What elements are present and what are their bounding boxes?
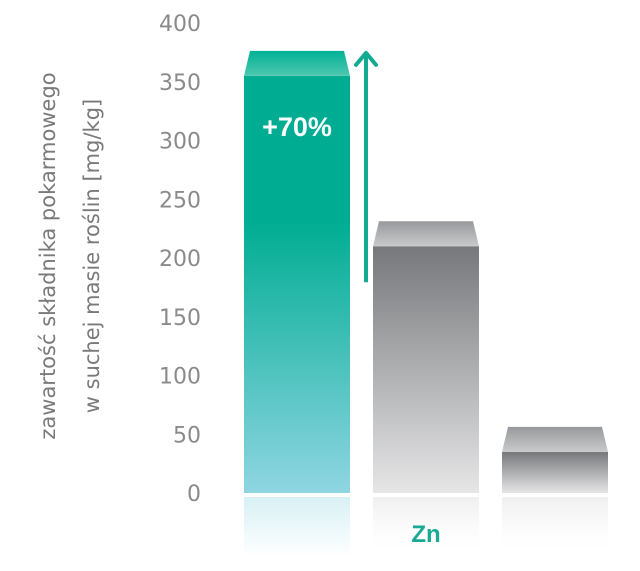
y-tick-label: 150 — [159, 306, 201, 331]
x-category-label: Zn — [411, 521, 440, 548]
bars — [244, 50, 608, 493]
bar-reflections — [244, 497, 608, 557]
bar — [502, 451, 608, 493]
y-tick-label: 0 — [187, 482, 201, 507]
y-tick-label: 400 — [159, 12, 201, 37]
y-tick-label: 250 — [159, 188, 201, 213]
increase-annotation: +70% — [262, 112, 332, 142]
bar-top-cap — [244, 50, 350, 76]
bar-top-cap — [502, 426, 608, 452]
increase-arrow-icon — [354, 50, 378, 283]
bar-reflection — [502, 497, 608, 557]
y-axis-ticks: 400 350 300 250 200 150 100 50 0 — [159, 12, 201, 507]
y-axis-label-line-2: w suchej masie roślin [mg/kg] — [80, 99, 104, 413]
bar-top-cap — [373, 221, 479, 247]
y-tick-label: 300 — [159, 130, 201, 155]
y-tick-label: 50 — [173, 423, 201, 448]
bar-reflection — [373, 497, 479, 557]
y-tick-label: 200 — [159, 247, 201, 272]
y-tick-label: 100 — [159, 365, 201, 390]
y-axis-label: zawartość składnika pokarmowego w suchej… — [36, 72, 104, 439]
y-tick-label: 350 — [159, 71, 201, 96]
bar-reflection — [244, 497, 350, 557]
y-axis-label-line-1: zawartość składnika pokarmowego — [36, 72, 60, 439]
x-axis-categories: Zn — [411, 521, 440, 548]
bar — [373, 246, 479, 493]
bar — [244, 75, 350, 493]
